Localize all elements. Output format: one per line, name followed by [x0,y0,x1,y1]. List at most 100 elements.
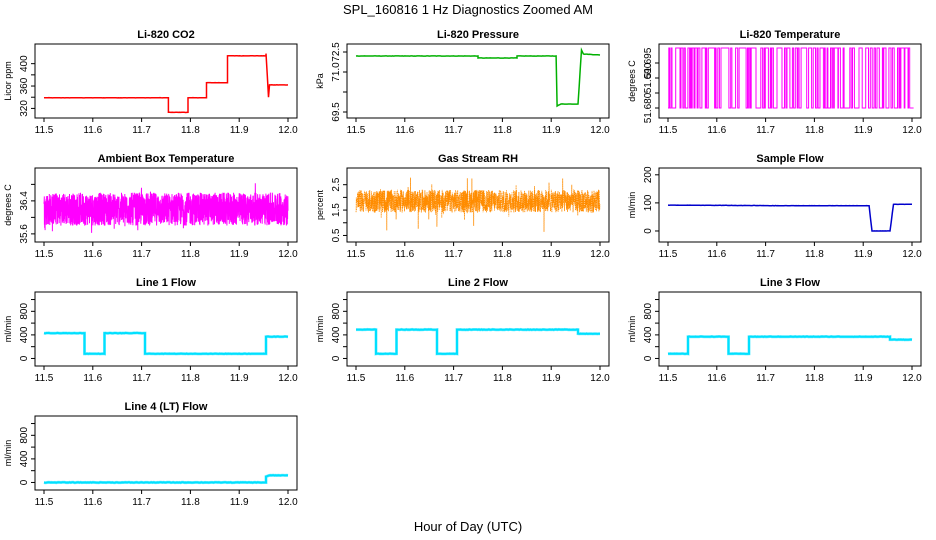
y-tick-label: 800 [19,427,30,444]
x-tick-label: 11.7 [132,249,151,260]
panel-3: Ambient Box Temperature degrees C 35.6 36.4… [3,153,298,260]
x-tick-label: 11.5 [35,497,54,508]
x-tick-label: 11.7 [132,497,151,508]
panel-title: Line 1 Flow [136,277,196,289]
y-axis-label: degrees C [627,60,637,102]
panel-5: Sample Flow ml/min 0 100 200 11.5 11.6 11.7 11.8… [627,153,922,260]
panel-8: Line 3 Flow ml/min 0 400 800 11.5 11.6 11.7 11.8… [627,277,922,384]
y-axis-label: ml/min [627,316,637,343]
y-tick-label: 400 [19,326,30,343]
y-tick-label: 0.5 [331,228,342,242]
x-tick-label: 11.7 [444,249,463,260]
y-tick-label: 0 [19,479,30,485]
panel-9: Line 4 (LT) Flow ml/min 0 400 800 11.5 11.6 11.… [3,401,298,508]
plot-frame [346,291,610,367]
y-axis-label: ml/min [627,192,637,219]
x-tick-label: 11.9 [230,125,249,136]
y-tick-label: 72.5 [331,42,342,62]
x-tick-label: 11.8 [805,373,824,384]
x-tick-label: 11.6 [83,373,102,384]
y-axis-label: kPa [315,73,325,89]
y-tick-label: 0 [19,355,30,361]
x-tick-label: 12.0 [590,125,610,136]
x-tick-label: 11.5 [35,373,54,384]
y-tick-label: 360 [19,77,30,94]
y-axis-label: degrees C [3,184,13,226]
data-area [43,331,289,356]
series-noise-band [667,334,913,356]
x-tick-label: 11.5 [347,249,366,260]
y-tick-label: 400 [643,326,654,343]
panel-title: Sample Flow [756,153,824,165]
figure-title: SPL_160816 1 Hz Diagnostics Zoomed AM [343,2,593,17]
x-tick-label: 11.6 [395,125,414,136]
x-tick-label: 11.6 [707,373,726,384]
plot-frame [34,43,298,119]
x-tick-label: 12.0 [278,497,298,508]
panel-title: Line 4 (LT) Flow [125,401,208,413]
x-tick-label: 11.9 [542,249,561,260]
x-tick-label: 11.7 [444,125,463,136]
x-tick-label: 11.5 [659,249,678,260]
x-tick-label: 11.9 [230,497,249,508]
y-tick-label: 51.695 [643,47,654,78]
x-tick-label: 11.8 [493,373,512,384]
x-tick-label: 11.7 [132,125,151,136]
x-tick-label: 12.0 [902,249,922,260]
x-tick-label: 11.5 [35,249,54,260]
y-tick-label: 800 [643,303,654,320]
series-line [356,328,600,355]
panel-1: Li-820 Pressure kPa 69.5 71.072.5 11.5 11.6 11… [315,29,610,136]
x-tick-label: 11.5 [659,373,678,384]
panel-title: Gas Stream RH [438,153,518,165]
panel-7: Line 2 Flow ml/min 0 400 800 11.5 11.6 11.7 11.8… [315,277,610,384]
x-tick-label: 11.5 [659,125,678,136]
data-area [43,183,289,233]
data-area [355,177,601,232]
y-tick-label: 51.680 [643,92,654,123]
x-tick-label: 11.8 [181,373,200,384]
x-tick-label: 11.7 [756,373,775,384]
panel-6: Line 1 Flow ml/min 0 400 800 11.5 11.6 11.7 11.8… [3,277,298,384]
y-axis-label: ml/min [3,316,13,343]
x-tick-label: 11.6 [83,497,102,508]
panel-title: Li-820 Pressure [437,29,519,41]
x-tick-label: 12.0 [278,249,298,260]
y-tick-label: 36.4 [19,191,30,211]
x-tick-label: 12.0 [278,373,298,384]
panel-title: Li-820 CO2 [137,29,194,41]
y-tick-label: 51.690 [643,62,654,93]
y-axis-label: ml/min [3,440,13,467]
x-tick-label: 11.9 [542,125,561,136]
panel-0: Li-820 CO2 Licor ppm 320 360 400 11.5 11.6 11.7… [3,29,298,136]
x-tick-label: 11.6 [83,249,102,260]
y-tick-label: 35.6 [19,224,30,244]
x-tick-label: 11.8 [493,249,512,260]
panel-title: Li-820 Temperature [740,29,841,41]
x-tick-label: 11.9 [230,373,249,384]
panel-4: Gas Stream RH percent 0.5 1.5 2.5 11.5 11.6 11.… [315,153,610,260]
y-tick-label: 0 [643,228,654,234]
x-tick-label: 11.5 [347,125,366,136]
panel-2: Li-820 Temperature degrees C 51.68051.6905… [627,29,922,136]
x-tick-label: 12.0 [590,373,610,384]
panel-grid: Li-820 CO2 Licor ppm 320 360 400 11.5 11.6 11.7… [3,29,922,508]
figure-xlabel: Hour of Day (UTC) [414,519,522,534]
panel-title: Line 2 Flow [448,277,508,289]
y-tick-label: 320 [19,100,30,117]
y-tick-label: 71.0 [331,62,342,82]
series-line [668,47,914,109]
y-tick-label: 100 [643,194,654,211]
y-tick-label: 1.5 [331,203,342,217]
series-noise-band [43,331,289,356]
data-area [356,327,600,356]
y-tick-label: 69.5 [331,102,342,122]
data-area [355,47,601,108]
x-tick-label: 11.8 [805,249,824,260]
series-line [43,53,289,114]
plot-frame [34,415,298,491]
x-tick-label: 11.8 [181,249,200,260]
series-points [355,177,601,232]
series-line [355,47,601,108]
